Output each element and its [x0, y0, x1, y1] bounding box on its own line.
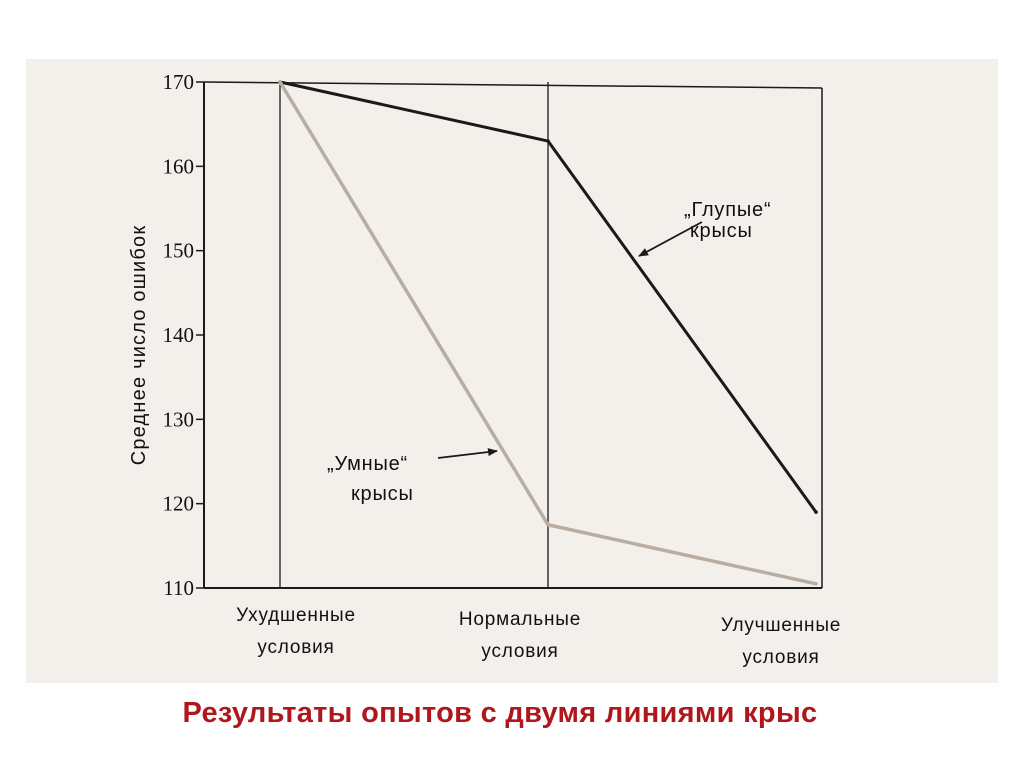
- y-tick-label-120: 120: [163, 492, 195, 516]
- category-label-2-line-2: условия: [481, 641, 558, 662]
- chart-panel: 110 120 130 140 150 160 170 Среднее число ошибо…: [26, 59, 998, 683]
- series-label-smart-line-1: „Умные“: [327, 453, 408, 475]
- y-tick-label-130: 130: [163, 407, 195, 431]
- category-label-1-line-2: условия: [257, 637, 334, 658]
- top-border-line: [203, 81, 823, 89]
- series-point-2-1: [278, 80, 282, 84]
- series-point-1-2: [546, 139, 550, 143]
- line-chart: 110 120 130 140 150 160 170 Среднее число ошибо…: [128, 70, 841, 668]
- series-arrow-smart: [437, 448, 498, 459]
- category-label-3-line-2: условия: [742, 647, 819, 668]
- category-label-2-line-1: Нормальные: [459, 609, 581, 630]
- category-label-1-line-1: Ухудшенные: [236, 605, 356, 626]
- y-tick-label-110: 110: [163, 576, 194, 600]
- series-point-2-3: [814, 581, 818, 586]
- category-label-3-line-1: Улучшенные: [721, 615, 841, 636]
- y-axis-title: Среднее число ошибок: [128, 225, 150, 466]
- y-tick-label-140: 140: [163, 323, 195, 347]
- slide-caption: Результаты опытов с двумя линиями крыс: [182, 697, 818, 729]
- series-point-1-3: [814, 510, 818, 514]
- series-label-stupid-line-1: „Глупые“: [684, 199, 771, 221]
- series-label-smart-line-2: крысы: [351, 483, 414, 505]
- series-arrow-stupid: [638, 221, 703, 257]
- series-label-stupid-line-2: крысы: [690, 220, 753, 242]
- y-tick-label-150: 150: [163, 239, 195, 263]
- y-tick-label-160: 160: [163, 154, 195, 178]
- series-point-2-2: [546, 522, 550, 527]
- y-tick-label-170: 170: [163, 70, 195, 94]
